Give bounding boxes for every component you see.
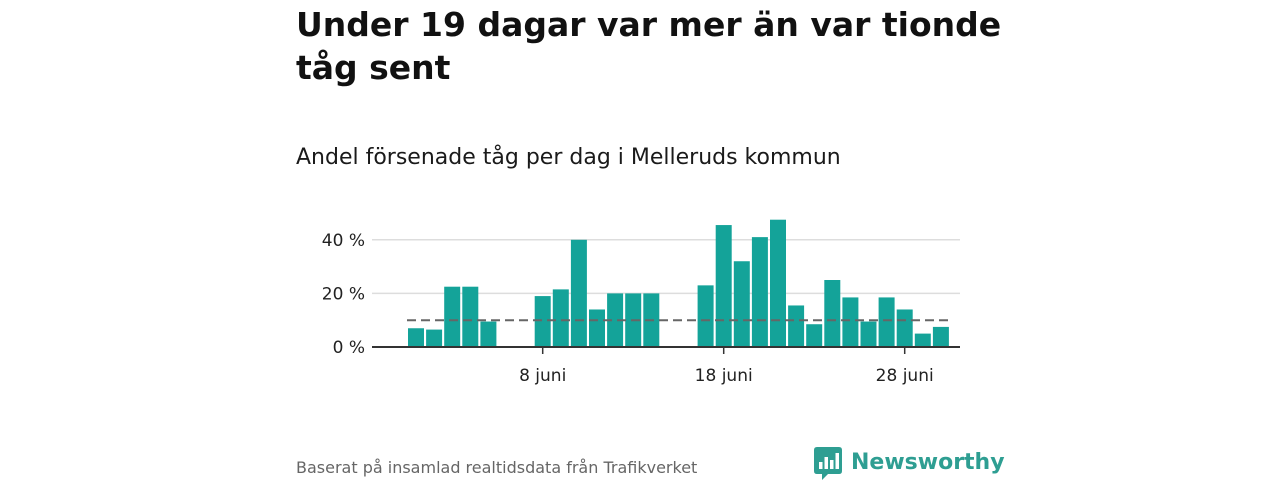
bar-day-22 (788, 305, 805, 347)
bar-day-8 (534, 296, 551, 347)
bar-day-12 (607, 293, 624, 347)
bar-day-9 (552, 289, 569, 347)
chart-subtitle: Andel försenade tåg per dag i Melleruds … (296, 145, 841, 170)
y-tick-label: 0 % (333, 338, 365, 358)
source-note: Baserat på insamlad realtidsdata från Tr… (296, 458, 698, 477)
bar-day-24 (824, 280, 841, 347)
brand-name: Newsworthy (851, 450, 1005, 475)
bar-chart: 0 % 20 % 40 % 8 juni 18 juni 28 juni (322, 219, 960, 386)
bar-day-27 (878, 297, 895, 347)
headline: Under 19 dagar var mer än var tionde tåg… (296, 5, 1002, 87)
bar-day-4 (462, 286, 479, 347)
x-tick-label: 28 juni (876, 366, 934, 386)
x-tick-label: 8 juni (519, 366, 566, 386)
bar-day-5 (480, 321, 497, 347)
bar-day-18 (715, 225, 732, 347)
x-tick-label: 18 juni (695, 366, 753, 386)
bar-day-3 (444, 286, 461, 347)
bar-chart-logo-icon (814, 446, 842, 480)
bar-day-21 (770, 219, 786, 347)
bar-day-2 (426, 329, 443, 347)
bar-day-10 (570, 239, 587, 347)
bar-day-23 (806, 324, 823, 347)
bar-day-26 (860, 321, 877, 347)
gridlines (372, 239, 960, 295)
bar-day-28 (896, 309, 913, 347)
bars (408, 219, 949, 347)
brand-logo[interactable]: Newsworthy (814, 446, 1005, 480)
bar-day-30 (932, 326, 949, 347)
y-tick-label: 40 % (322, 231, 365, 251)
bar-day-20 (751, 237, 768, 347)
axes: 0 % 20 % 40 % 8 juni 18 juni 28 juni (322, 231, 960, 386)
y-tick-label: 20 % (322, 284, 365, 304)
bar-day-19 (733, 261, 750, 347)
bar-day-29 (914, 333, 931, 347)
bar-day-25 (842, 297, 859, 347)
bar-day-1 (408, 328, 424, 347)
bar-day-11 (589, 309, 605, 347)
bar-day-17 (697, 285, 714, 347)
